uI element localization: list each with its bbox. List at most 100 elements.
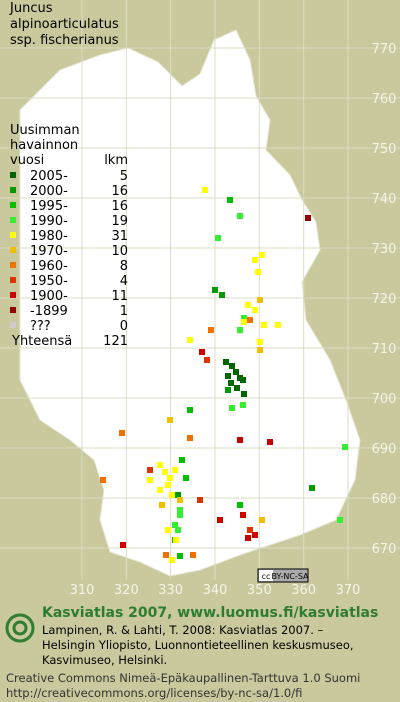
- observation: [240, 377, 246, 383]
- legend-header: Uusimman: [10, 123, 80, 138]
- legend-label: 1995-: [30, 199, 68, 214]
- legend-label: 2000-: [30, 184, 68, 199]
- y-tick-label: 680: [372, 492, 397, 507]
- legend-count: 16: [111, 184, 128, 199]
- legend: Juncus alpinoarticulatus ssp. fischerian…: [9, 1, 128, 349]
- grid: 310 320 330 340 350 360 3706706806907007107207…: [0, 0, 400, 598]
- observation: [204, 357, 210, 363]
- observation: [245, 302, 251, 308]
- legend-header: havainnon: [10, 138, 78, 153]
- legend-swatch: [10, 262, 16, 268]
- observation: [257, 339, 263, 345]
- legend-count: 5: [120, 169, 128, 184]
- observation: [190, 552, 196, 558]
- legend-header: lkm: [104, 153, 128, 168]
- y-tick-label: 770: [372, 42, 397, 57]
- legend-label: 1980-: [30, 229, 68, 244]
- license-text: Creative Commons Nimeä-Epäkaupallinen-Ta…: [6, 671, 360, 685]
- observation: [119, 430, 125, 436]
- total-count: 121: [103, 334, 128, 349]
- citation: Lampinen, R. & Lahti, T. 2008: Kasviatla…: [42, 623, 324, 637]
- observation: [252, 307, 258, 313]
- y-tick-label: 720: [372, 292, 397, 307]
- observation: [215, 235, 221, 241]
- legend-label: 1950-: [30, 274, 68, 289]
- observation: [342, 444, 348, 450]
- legend-count: 16: [111, 199, 128, 214]
- observation: [267, 439, 273, 445]
- y-tick-label: 750: [372, 142, 397, 157]
- legend-count: 8: [120, 259, 128, 274]
- observation: [217, 517, 223, 523]
- observation: [163, 552, 169, 558]
- legend-label: 1990-: [30, 214, 68, 229]
- logo: [5, 613, 35, 643]
- legend-swatch: [10, 307, 16, 313]
- observation: [177, 507, 183, 513]
- observation: [275, 322, 281, 328]
- logo-ring: [5, 613, 35, 643]
- species-name: alpinoarticulatus: [10, 17, 119, 32]
- observation: [177, 497, 183, 503]
- x-tick-label: 330: [158, 583, 183, 598]
- observation: [147, 477, 153, 483]
- legend-count: 11: [111, 289, 128, 304]
- observation: [225, 373, 231, 379]
- observation: [228, 380, 234, 386]
- observation: [183, 475, 189, 481]
- finland-outline: [19, 29, 361, 577]
- license-url: http://creativecommons.org/licenses/by-n…: [6, 686, 302, 700]
- total-label: Yhteensä: [11, 334, 72, 349]
- legend-label: 1900-: [30, 289, 68, 304]
- observation: [159, 502, 165, 508]
- observation: [120, 542, 126, 548]
- observation: [100, 477, 106, 483]
- observation: [162, 469, 168, 475]
- badge-icon: [259, 570, 273, 581]
- observation: [252, 532, 258, 538]
- x-tick-label: 360: [291, 583, 316, 598]
- x-tick-label: 310: [70, 583, 95, 598]
- citation: Kasvimuseo, Helsinki.: [42, 653, 167, 667]
- observation: [309, 485, 315, 491]
- badge-text: BY-NC-SA: [271, 572, 309, 581]
- observation: [208, 327, 214, 333]
- legend-label: 1960-: [30, 259, 68, 274]
- species-name: ssp. fischerianus: [10, 33, 119, 48]
- observation: [177, 553, 183, 559]
- observation: [187, 407, 193, 413]
- observation: [255, 269, 261, 275]
- x-tick-label: 340: [203, 583, 228, 598]
- species-name: Juncus: [9, 1, 53, 16]
- observation: [237, 437, 243, 443]
- legend-label: ???: [30, 319, 51, 334]
- observation: [237, 327, 243, 333]
- y-tick-label: 670: [372, 542, 397, 557]
- x-tick-label: 350: [247, 583, 272, 598]
- observations: [100, 187, 348, 563]
- observation: [165, 527, 171, 533]
- observation: [175, 527, 181, 533]
- y-tick-label: 730: [372, 242, 397, 257]
- observation: [157, 487, 163, 493]
- observation: [240, 402, 246, 408]
- observation: [259, 517, 265, 523]
- legend-swatch: [10, 202, 16, 208]
- observation: [257, 297, 263, 303]
- legend-swatch: [10, 277, 16, 283]
- observation: [197, 497, 203, 503]
- observation: [167, 417, 173, 423]
- observation: [247, 527, 253, 533]
- observation: [247, 317, 253, 323]
- observation: [202, 187, 208, 193]
- observation: [147, 467, 153, 473]
- x-tick-label: 370: [336, 583, 361, 598]
- footer-heading: Kasviatlas 2007, www.luomus.fi/kasviatla…: [42, 605, 378, 621]
- legend-swatch: [10, 172, 16, 178]
- observation: [187, 435, 193, 441]
- legend-swatch: [10, 187, 16, 193]
- observation: [233, 369, 239, 375]
- observation: [169, 557, 175, 563]
- observation: [177, 512, 183, 518]
